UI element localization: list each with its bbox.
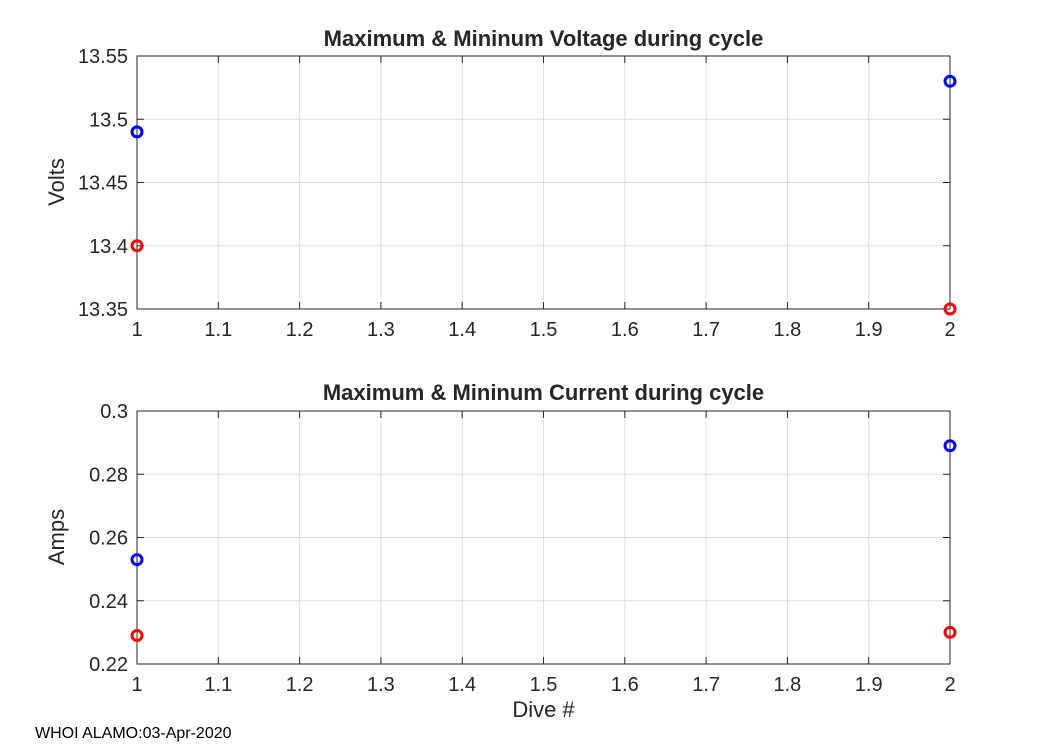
- x-tick-label: 1.1: [204, 674, 232, 696]
- maximum-current-marker: [943, 439, 957, 453]
- x-tick-label: 1.8: [773, 674, 801, 696]
- minimum-voltage-marker: [130, 239, 144, 253]
- x-tick-label: 1.6: [611, 674, 639, 696]
- voltage-chart: 1 1.1 1.2 1.3 1.4 1.5 1.6 1.7 1.8 1.9 2 13.35 13.4 13…: [78, 46, 957, 341]
- x-tick-label: 1.3: [367, 319, 395, 341]
- current-y-axis-label: Amps: [44, 508, 69, 566]
- x-tick-label: 1: [131, 674, 142, 696]
- x-tick-label: 1.4: [448, 319, 476, 341]
- x-tick-label: 2: [944, 674, 955, 696]
- x-axis-label: Dive #: [512, 697, 575, 722]
- x-tick-label: 1.2: [286, 319, 314, 341]
- y-tick-label: 0.3: [100, 401, 128, 423]
- figure-footer: WHOI ALAMO:03-Apr-2020: [35, 725, 232, 742]
- x-tick-label: 1.5: [530, 674, 558, 696]
- x-tick-label: 1.7: [692, 674, 720, 696]
- x-tick-label: 1.4: [448, 674, 476, 696]
- y-tick-label: 13.35: [78, 299, 128, 321]
- y-tick-label: 13.45: [78, 173, 128, 195]
- x-tick-label: 1.1: [204, 319, 232, 341]
- y-tick-label: 0.24: [89, 591, 128, 613]
- x-tick-label: 1: [131, 319, 142, 341]
- voltage-y-axis-label: Volts: [44, 158, 69, 206]
- minimum-current-marker: [943, 625, 957, 639]
- x-tick-label: 1.9: [855, 319, 883, 341]
- y-tick-label: 0.26: [89, 528, 128, 550]
- x-tick-label: 1.3: [367, 674, 395, 696]
- voltage-chart-title: Maximum & Mininum Voltage during cycle: [323, 26, 764, 51]
- y-tick-label: 0.22: [89, 654, 128, 676]
- current-chart-title: Maximum & Mininum Current during cycle: [322, 380, 765, 405]
- x-tick-label: 1.8: [773, 319, 801, 341]
- y-tick-label: 13.55: [78, 46, 128, 68]
- x-tick-label: 1.5: [530, 319, 558, 341]
- y-tick-label: 13.4: [89, 236, 128, 258]
- minimum-voltage-marker: [943, 302, 957, 316]
- minimum-current-marker: [130, 629, 144, 643]
- maximum-voltage-marker: [130, 125, 144, 139]
- maximum-voltage-marker: [943, 74, 957, 88]
- x-tick-label: 1.2: [286, 674, 314, 696]
- current-chart: 1 1.1 1.2 1.3 1.4 1.5 1.6 1.7 1.8 1.9 2 0.22 0.24 0.2…: [89, 401, 957, 696]
- x-tick-label: 1.7: [692, 319, 720, 341]
- x-tick-label: 2: [944, 319, 955, 341]
- y-tick-label: 0.28: [89, 464, 128, 486]
- x-tick-label: 1.9: [855, 674, 883, 696]
- y-tick-label: 13.5: [89, 109, 128, 131]
- maximum-current-marker: [130, 553, 144, 567]
- x-tick-label: 1.6: [611, 319, 639, 341]
